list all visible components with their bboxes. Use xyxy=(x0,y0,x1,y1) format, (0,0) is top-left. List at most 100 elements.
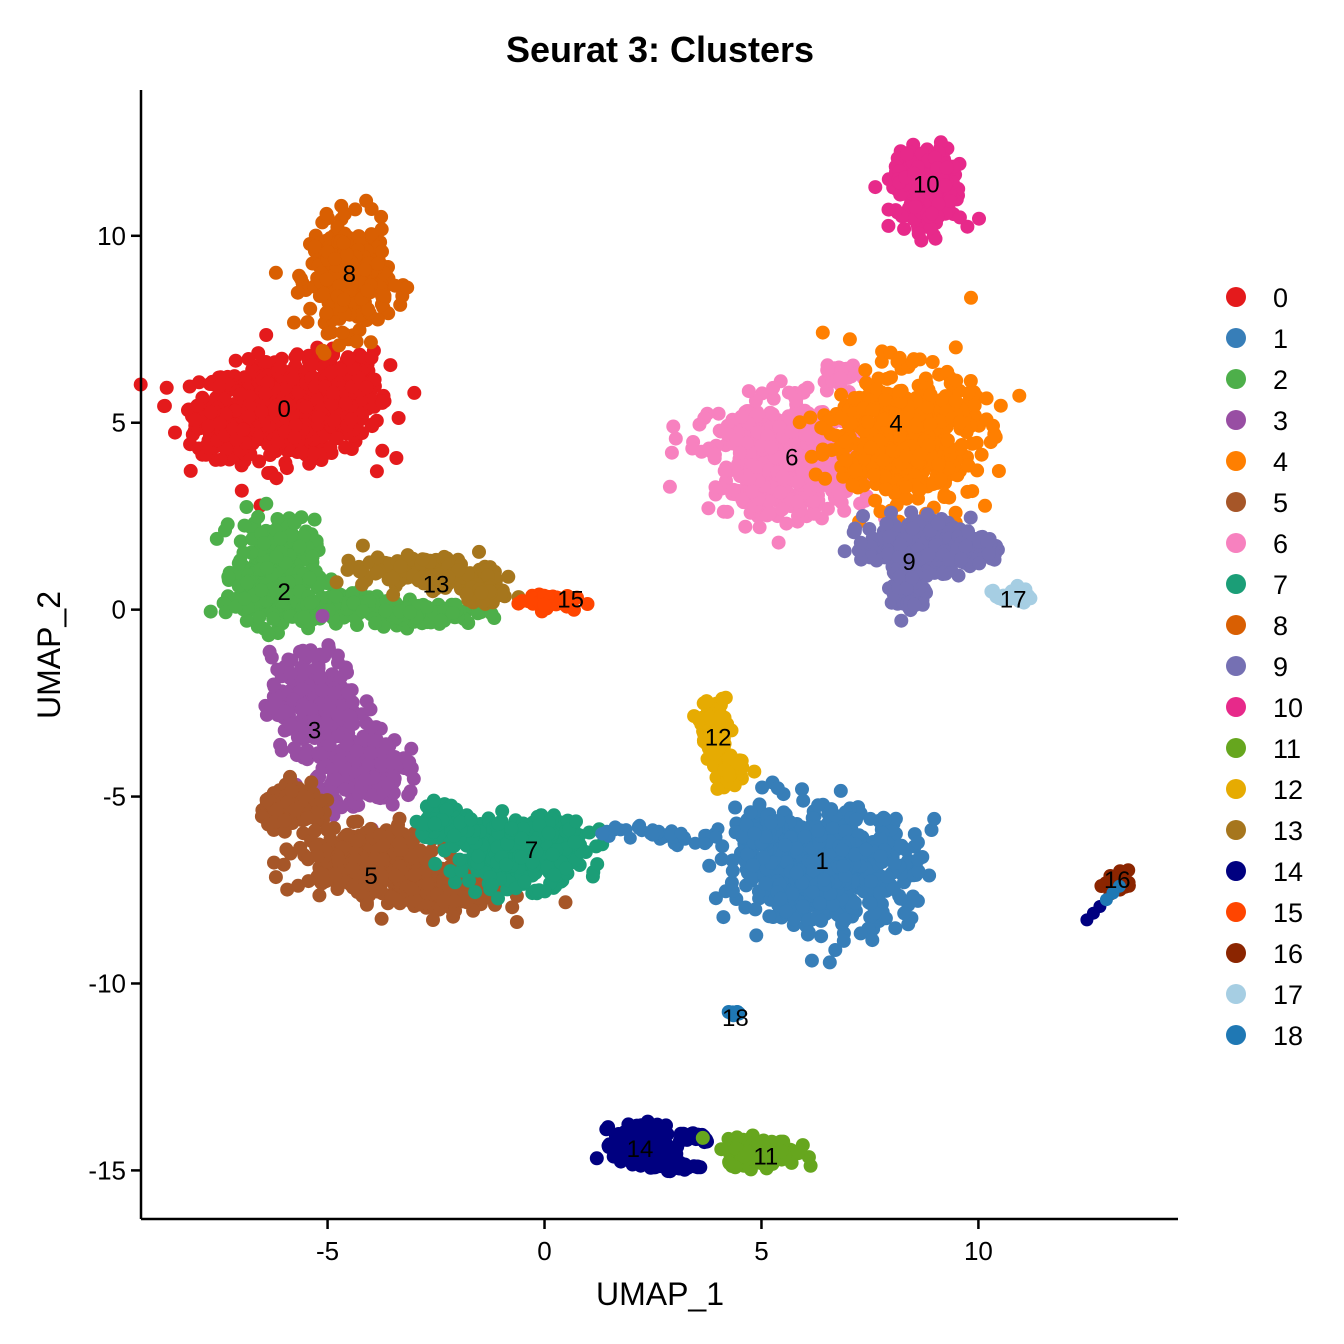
point-cluster-1 xyxy=(877,811,892,826)
point-cluster-8 xyxy=(357,262,372,277)
point-cluster-2 xyxy=(259,496,274,511)
point-cluster-3 xyxy=(374,756,389,771)
point-cluster-1 xyxy=(835,842,850,857)
point-cluster-3 xyxy=(349,744,364,758)
point-cluster-5 xyxy=(280,882,295,897)
point-cluster-8 xyxy=(340,247,354,262)
point-cluster-7 xyxy=(452,852,467,867)
point-cluster-13 xyxy=(459,587,474,602)
point-cluster-1 xyxy=(847,895,862,910)
point-cluster-1 xyxy=(812,896,827,911)
point-cluster-13 xyxy=(355,577,370,592)
point-cluster-7 xyxy=(428,856,443,871)
point-cluster-7 xyxy=(491,816,506,831)
point-cluster-0 xyxy=(212,416,227,431)
point-cluster-3 xyxy=(296,729,311,744)
point-cluster-6 xyxy=(668,431,683,446)
point-cluster-1 xyxy=(899,842,914,857)
point-cluster-1 xyxy=(911,852,926,867)
point-cluster-7 xyxy=(499,857,514,872)
point-cluster-2 xyxy=(237,518,252,533)
point-cluster-12 xyxy=(699,694,714,709)
chart-title: Seurat 3: Clusters xyxy=(506,29,814,70)
point-cluster-7 xyxy=(517,874,532,889)
point-cluster-0 xyxy=(330,431,344,446)
point-cluster-0 xyxy=(342,351,356,366)
point-cluster-5 xyxy=(345,861,360,876)
point-cluster-1 xyxy=(789,865,804,880)
point-cluster-0 xyxy=(212,379,227,394)
point-cluster-5 xyxy=(345,880,360,895)
point-cluster-1 xyxy=(758,876,773,891)
point-cluster-0 xyxy=(324,365,338,380)
point-cluster-8 xyxy=(349,334,364,349)
point-cluster-0 xyxy=(305,358,319,372)
point-cluster-2 xyxy=(266,611,281,626)
scatter-points xyxy=(133,135,1136,1179)
point-cluster-7 xyxy=(491,891,505,906)
point-cluster-0 xyxy=(359,380,374,395)
point-cluster-2 xyxy=(274,595,289,609)
point-cluster-8 xyxy=(290,285,305,300)
point-cluster-0 xyxy=(324,397,339,412)
point-cluster-3 xyxy=(404,741,419,756)
point-cluster-3 xyxy=(338,782,352,797)
point-cluster-5 xyxy=(288,802,302,817)
point-cluster-2 xyxy=(270,512,285,526)
point-cluster-2 xyxy=(239,500,254,514)
point-cluster-0 xyxy=(270,434,285,449)
point-cluster-8 xyxy=(388,278,403,293)
point-cluster-13 xyxy=(474,585,489,600)
point-cluster-2 xyxy=(346,595,361,610)
point-cluster-0 xyxy=(183,463,198,478)
point-cluster-3 xyxy=(363,788,378,803)
point-cluster-3 xyxy=(315,683,330,698)
point-cluster-2 xyxy=(269,549,284,564)
point-cluster-2 xyxy=(251,509,266,524)
point-cluster-1 xyxy=(810,823,825,838)
point-cluster-3 xyxy=(322,737,337,752)
point-cluster-2 xyxy=(221,569,236,584)
point-cluster-3 xyxy=(278,704,293,719)
point-cluster-13 xyxy=(340,562,355,577)
point-cluster-0 xyxy=(407,385,422,400)
point-cluster-1 xyxy=(748,902,763,917)
point-cluster-7 xyxy=(569,814,583,829)
point-cluster-1 xyxy=(743,805,758,820)
point-cluster-8 xyxy=(300,315,315,330)
point-cluster-1 xyxy=(755,780,770,795)
point-cluster-8 xyxy=(344,277,359,292)
point-cluster-7 xyxy=(547,868,562,882)
point-cluster-2 xyxy=(252,610,267,625)
point-cluster-8 xyxy=(316,286,331,301)
point-cluster-3 xyxy=(379,737,394,752)
point-cluster-0 xyxy=(190,398,205,413)
point-cluster-2 xyxy=(203,604,218,619)
point-cluster-12 xyxy=(713,709,728,724)
point-cluster-8 xyxy=(292,268,307,283)
point-cluster-0 xyxy=(203,405,218,420)
point-cluster-0 xyxy=(254,404,269,419)
point-cluster-8 xyxy=(400,280,415,295)
point-cluster-5 xyxy=(391,822,406,837)
point-cluster-13 xyxy=(415,552,430,567)
point-cluster-8 xyxy=(319,305,334,320)
point-cluster-5 xyxy=(446,909,461,924)
point-cluster-0 xyxy=(182,379,197,394)
point-cluster-1 xyxy=(811,798,826,813)
point-cluster-3 xyxy=(295,682,310,697)
point-cluster-0 xyxy=(241,409,256,424)
point-cluster-5 xyxy=(426,913,440,927)
point-cluster-1 xyxy=(804,953,819,968)
point-cluster-0 xyxy=(241,352,256,366)
point-cluster-1 xyxy=(836,933,851,948)
point-cluster-2 xyxy=(368,616,383,631)
point-cluster-5 xyxy=(267,855,281,870)
point-cluster-2 xyxy=(218,605,233,620)
point-cluster-13 xyxy=(386,570,401,585)
point-cluster-13 xyxy=(400,548,415,563)
point-cluster-1 xyxy=(745,858,760,873)
point-cluster-3 xyxy=(364,720,379,735)
point-cluster-3 xyxy=(266,700,280,715)
point-cluster-7 xyxy=(589,839,604,854)
